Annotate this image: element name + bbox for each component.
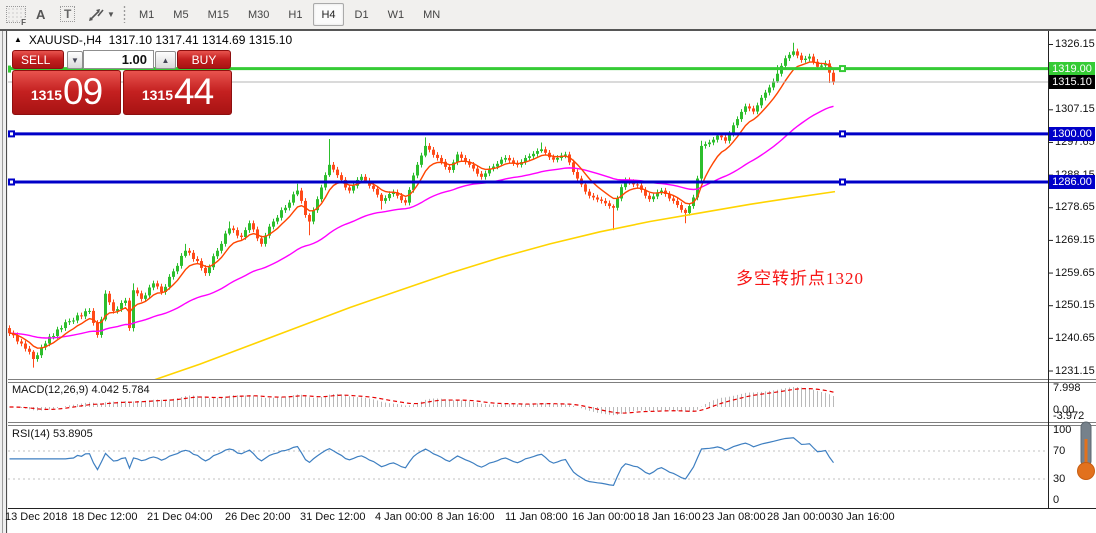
volume-increase-button[interactable]: ▲ — [155, 51, 176, 69]
time-axis-label: 30 Jan 16:00 — [831, 511, 895, 523]
sell-price-big: 09 — [63, 71, 103, 112]
collapse-panel-icon[interactable]: ▲ — [14, 35, 22, 44]
timeframe-button-m15[interactable]: M15 — [207, 8, 229, 21]
timeframe-button-m5[interactable]: M5 — [173, 8, 189, 21]
rsi-label: RSI(14) 53.8905 — [12, 428, 93, 440]
window-left-border — [0, 31, 8, 533]
price-tick-label: 1250.15 — [1055, 299, 1095, 312]
chart-title-bar: ▲ XAUUSD-,H4 1317.10 1317.41 1314.69 131… — [14, 33, 292, 47]
timeframe-button-mn[interactable]: MN — [423, 8, 441, 21]
timeframe-button-h1[interactable]: H1 — [288, 8, 303, 21]
price-tick-label: 1326.15 — [1055, 38, 1095, 50]
buy-price-small: 1315 — [141, 87, 173, 103]
macd-label: MACD(12,26,9) 4.042 5.784 — [12, 384, 150, 396]
timeframe-toolbar: M1 M5 M15 M30 H1 H4 D1 W1 MN — [131, 3, 448, 26]
text-label-icon[interactable]: A — [36, 6, 46, 22]
dropdown-caret-icon[interactable]: ▼ — [107, 9, 115, 19]
toolbar-separator — [123, 5, 126, 23]
time-axis-label: 16 Jan 00:00 — [572, 511, 636, 523]
time-axis-label: 4 Jan 00:00 — [375, 511, 433, 523]
price-level-badge-1315.10: 1315.10 — [1049, 74, 1095, 89]
time-axis-label: 28 Jan 00:00 — [767, 511, 831, 523]
time-axis-label: 8 Jan 16:00 — [437, 511, 495, 523]
sell-button-label: SELL — [21, 52, 51, 67]
rsi-scale-label: 30 — [1053, 473, 1066, 485]
price-level-badge-1286.00: 1286.00 — [1049, 174, 1095, 189]
macd-scale-label: -3.972 — [1053, 410, 1085, 422]
price-tick-label: 1307.15 — [1055, 103, 1095, 116]
sell-button[interactable]: SELL — [12, 50, 64, 69]
window-frame-edge — [0, 29, 1096, 31]
buy-button-label: BUY — [191, 52, 217, 67]
price-level-badge-1319.00: 1319.00 — [1049, 61, 1095, 76]
sell-price-panel[interactable]: 1315 09 — [12, 70, 121, 115]
timeframe-button-m30[interactable]: M30 — [247, 8, 270, 21]
cursor-arrows-icon[interactable] — [88, 4, 106, 24]
buy-price-big: 44 — [174, 71, 214, 112]
time-axis-label: 18 Dec 12:00 — [72, 511, 138, 523]
indicator-grid-icon[interactable]: F — [6, 4, 26, 27]
price-level-badge-1300.00: 1300.00 — [1049, 126, 1095, 141]
text-tool-icon[interactable]: T — [60, 4, 76, 24]
timeframe-button-w1[interactable]: W1 — [387, 8, 405, 21]
sell-price-small: 1315 — [30, 87, 62, 103]
time-axis-label: 23 Jan 08:00 — [702, 511, 766, 523]
volume-decrease-button[interactable]: ▼ — [67, 51, 83, 69]
price-tick-label: 1259.65 — [1055, 266, 1095, 279]
price-tick-label: 1278.65 — [1055, 201, 1095, 214]
thermometer-icon — [1077, 421, 1095, 480]
buy-button[interactable]: BUY — [177, 50, 231, 69]
buy-price-panel[interactable]: 1315 44 — [123, 70, 232, 115]
chart-ohlc-values: 1317.10 1317.41 1314.69 1315.10 — [108, 33, 293, 47]
macd-scale-label: 0.00 — [1053, 404, 1075, 416]
timeframe-button-d1[interactable]: D1 — [354, 8, 369, 21]
time-axis-label: 18 Jan 16:00 — [637, 511, 701, 523]
rsi-scale-label: 0 — [1053, 494, 1060, 506]
time-axis-label: 31 Dec 12:00 — [300, 511, 366, 523]
timeframe-button-m1[interactable]: M1 — [139, 8, 155, 21]
toolbar: F A T ▼ M1 M5 M15 M30 H1 H4 D1 W1 MN — [0, 0, 1096, 29]
timeframe-button-h4[interactable]: H4 — [313, 3, 344, 26]
price-tick-label: 1269.15 — [1055, 233, 1095, 246]
price-tick-label: 1240.65 — [1055, 331, 1095, 344]
time-axis-label: 21 Dec 04:00 — [147, 511, 213, 523]
time-axis-label: 13 Dec 2018 — [5, 511, 68, 523]
volume-input[interactable] — [83, 50, 154, 69]
chart-annotation-text: 多空转折点1320 — [736, 269, 864, 288]
chart-symbol-title: XAUUSD-,H4 — [28, 33, 102, 47]
macd-scale-label: 7.998 — [1053, 382, 1081, 394]
rsi-scale-label: 100 — [1053, 424, 1072, 436]
rsi-scale-label: 70 — [1053, 445, 1066, 457]
price-tick-label: 1231.15 — [1055, 364, 1095, 377]
time-axis-label: 26 Dec 20:00 — [225, 511, 291, 523]
time-axis-label: 11 Jan 08:00 — [505, 511, 568, 523]
